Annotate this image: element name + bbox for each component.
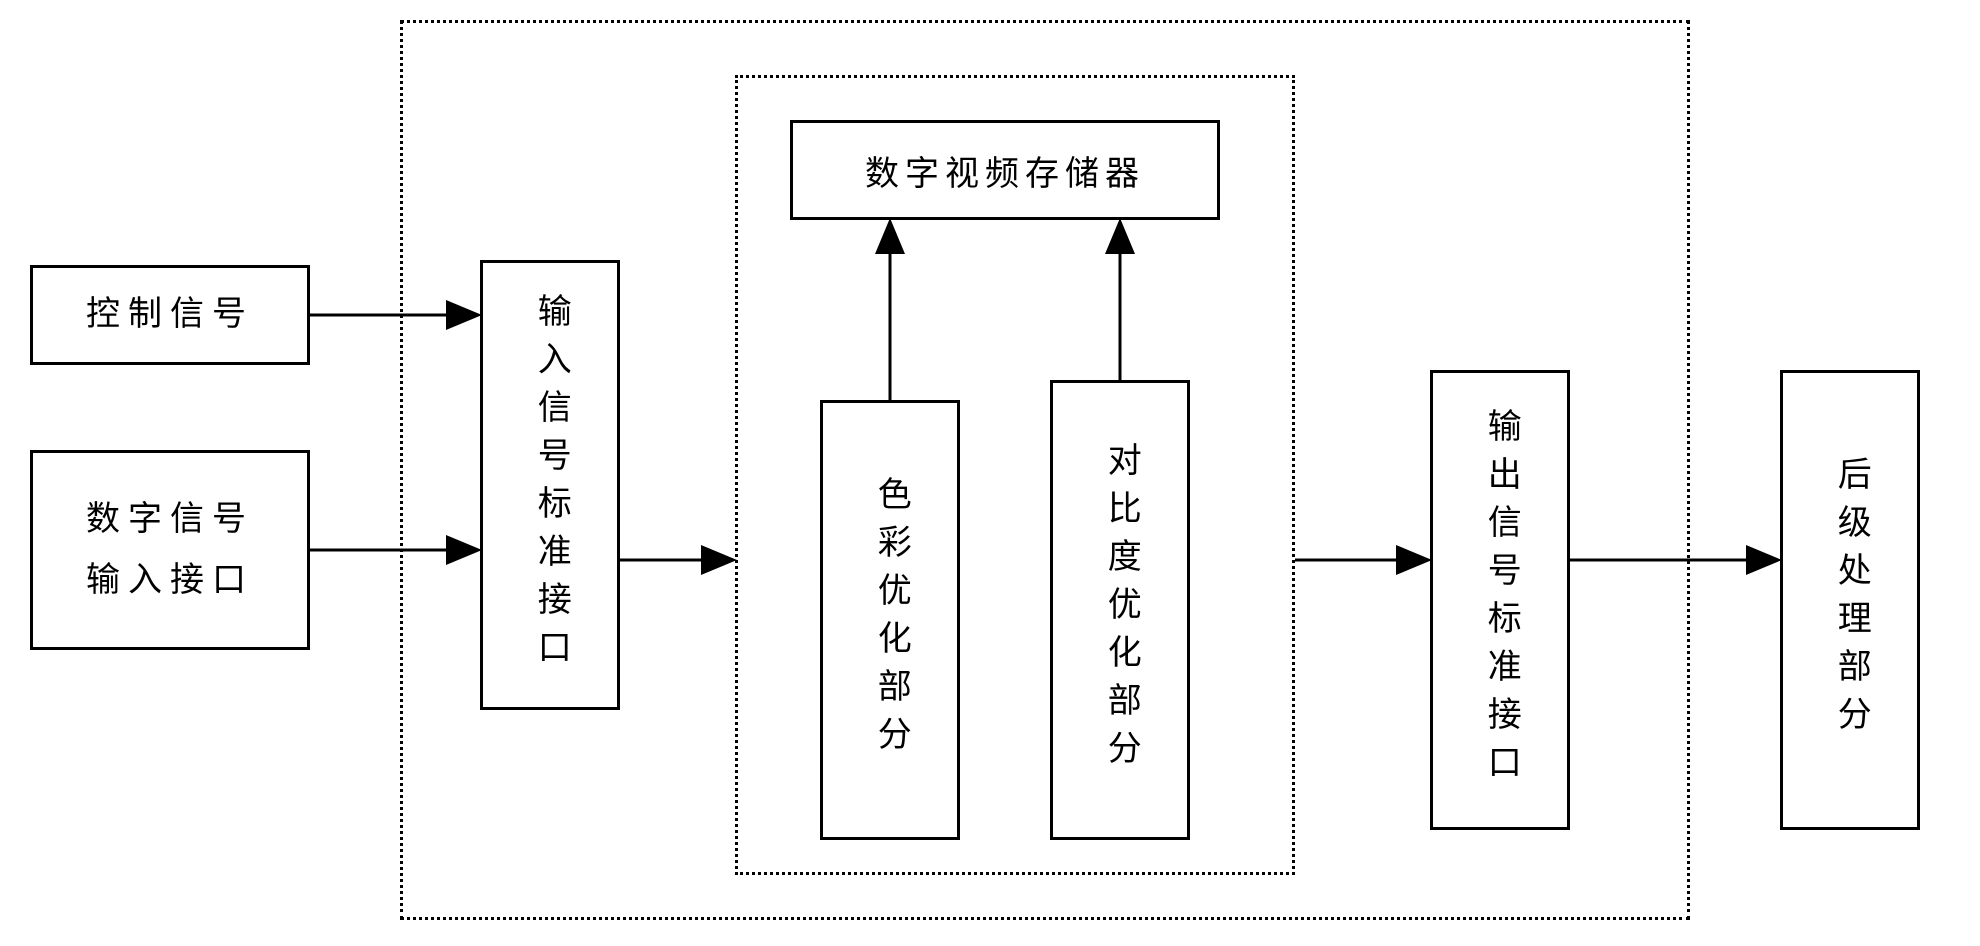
node-post-process: 后级处理部分: [1780, 370, 1920, 830]
node-digital-input: 数字信号 输入接口: [30, 450, 310, 650]
node-label: 后级处理部分: [1823, 456, 1877, 744]
node-output-std-interface: 输出信号标准接口: [1430, 370, 1570, 830]
node-color-opt: 色彩优化部分: [820, 400, 960, 840]
node-label: 控制信号: [86, 284, 254, 345]
node-video-storage: 数字视频存储器: [790, 120, 1220, 220]
node-label: 输出信号标准接口: [1473, 408, 1527, 792]
node-label: 色彩优化部分: [863, 476, 917, 764]
node-control-signal: 控制信号: [30, 265, 310, 365]
node-label: 数字信号 输入接口: [86, 489, 254, 611]
node-contrast-opt: 对比度优化部分: [1050, 380, 1190, 840]
node-input-std-interface: 输入信号标准接口: [480, 260, 620, 710]
node-label: 对比度优化部分: [1093, 442, 1147, 778]
node-label: 输入信号标准接口: [523, 293, 577, 677]
node-label: 数字视频存储器: [865, 146, 1145, 195]
